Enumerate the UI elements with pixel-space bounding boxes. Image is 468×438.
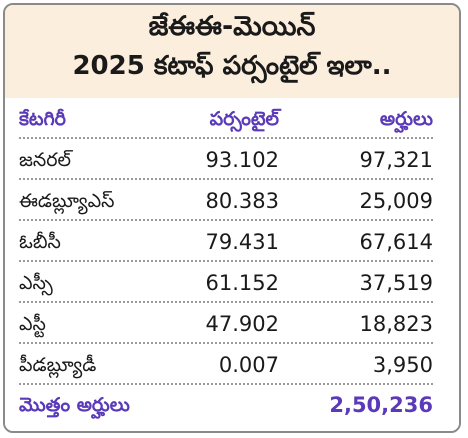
row-qualified: 25,009: [359, 189, 433, 213]
row-category: ఎస్టీ: [19, 313, 46, 335]
table-row: ఎస్టీ 47.902 18,823: [19, 307, 433, 344]
row-category: జనరల్: [19, 149, 71, 171]
table-header-row: కేటగిరీ పర్సంటైల్ అర్హులు: [19, 102, 433, 139]
header-percentile: పర్సంటైల్: [209, 108, 279, 130]
row-percentile: 61.152: [205, 271, 279, 295]
row-qualified: 3,950: [372, 353, 433, 377]
header-qualified: అర్హులు: [379, 108, 433, 130]
row-category: ఈడబ్ల్యూఎస్: [19, 190, 115, 212]
row-percentile: 47.902: [205, 312, 279, 336]
row-percentile: 0.007: [218, 353, 279, 377]
row-qualified: 18,823: [359, 312, 433, 336]
row-qualified: 67,614: [359, 230, 433, 254]
table-row: పీడబ్ల్యూడీ 0.007 3,950: [19, 348, 433, 385]
total-value: 2,50,236: [329, 393, 433, 417]
total-label: మొత్తం అర్హులు: [19, 394, 130, 416]
title-banner: జేఈఈ-మెయిన్ 2025 కటాఫ్ పర్సంటైల్ ఇలా..: [5, 5, 459, 100]
row-category: ఎస్సీ: [19, 272, 53, 294]
row-percentile: 79.431: [205, 230, 279, 254]
table-row: ఎస్సీ 61.152 37,519: [19, 266, 433, 303]
cutoff-card: జేఈఈ-మెయిన్ 2025 కటాఫ్ పర్సంటైల్ ఇలా.. క…: [3, 3, 461, 433]
row-percentile: 80.383: [205, 189, 279, 213]
table-row: జనరల్ 93.102 97,321: [19, 143, 433, 180]
table-row: ఓబీసీ 79.431 67,614: [19, 225, 433, 262]
row-percentile: 93.102: [205, 148, 279, 172]
row-qualified: 97,321: [359, 148, 433, 172]
cutoff-table: కేటగిరీ పర్సంటైల్ అర్హులు జనరల్ 93.102 9…: [5, 98, 459, 431]
row-category: ఓబీసీ: [19, 231, 61, 253]
table-total-row: మొత్తం అర్హులు 2,50,236: [19, 388, 433, 423]
row-qualified: 37,519: [359, 271, 433, 295]
title-line-2: 2025 కటాఫ్ పర్సంటైల్ ఇలా..: [72, 51, 392, 81]
table-row: ఈడబ్ల్యూఎస్ 80.383 25,009: [19, 184, 433, 221]
title-line-1: జేఈఈ-మెయిన్: [148, 11, 316, 42]
row-category: పీడబ్ల్యూడీ: [19, 354, 97, 376]
header-category: కేటగిరీ: [19, 108, 66, 130]
